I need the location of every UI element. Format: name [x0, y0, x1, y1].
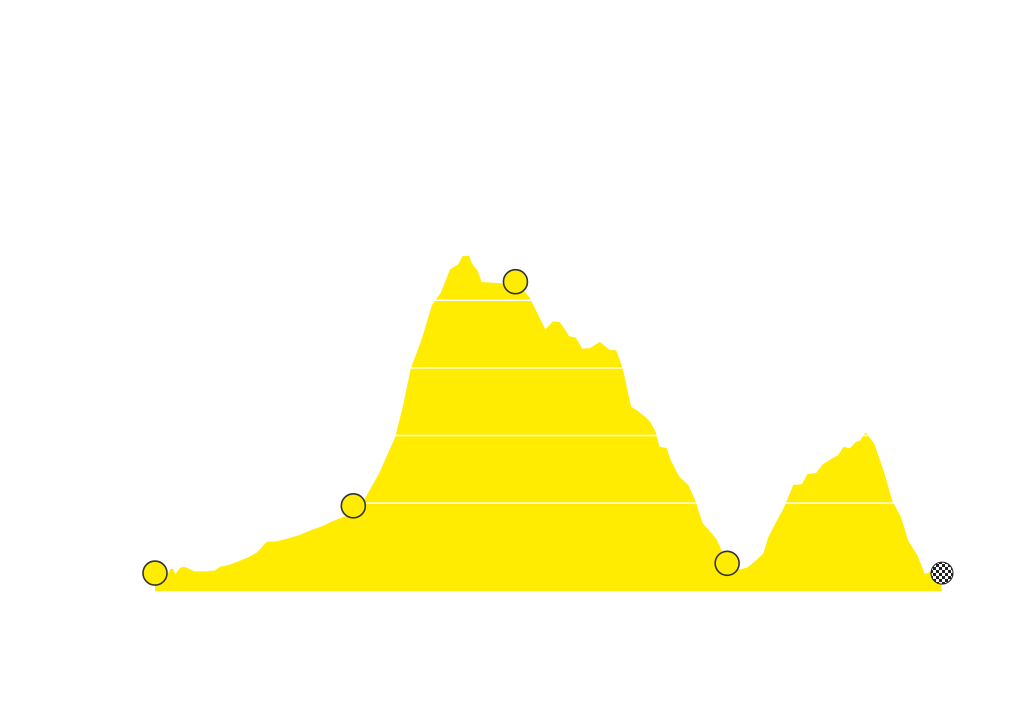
- checkered-flag-icon: [930, 561, 954, 585]
- circle-marker-icon: [714, 550, 740, 577]
- elevation-profile-area: [155, 255, 942, 591]
- circle-marker-icon: [502, 268, 529, 295]
- circle-marker-icon: [142, 560, 168, 586]
- circle-marker-icon: [340, 493, 367, 519]
